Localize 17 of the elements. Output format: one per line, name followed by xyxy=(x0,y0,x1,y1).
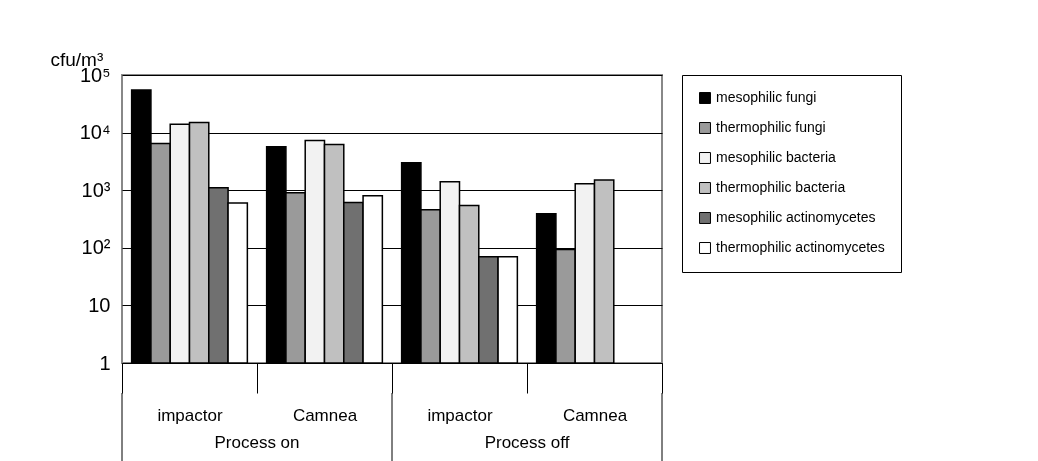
y-tick-label: 10³ xyxy=(81,178,111,201)
y-tick-label: 1 xyxy=(99,351,111,374)
legend-label: mesophilic bacteria xyxy=(716,149,837,165)
x-tick-label: impactor xyxy=(427,405,493,425)
legend-label: thermophilic fungi xyxy=(716,119,826,135)
legend-label: thermophilic bacteria xyxy=(716,179,846,195)
x-tick-label: impactor xyxy=(157,405,223,425)
x-tick-label: Camnea xyxy=(292,405,358,425)
legend-label: thermophilic actinomycetes xyxy=(716,239,885,255)
y-tick-label: 10² xyxy=(81,236,111,259)
legend-label: mesophilic actinomycetes xyxy=(716,209,876,225)
y-tick-label: 10 xyxy=(88,293,111,316)
text: Process off xyxy=(484,433,570,452)
text: Process on xyxy=(214,433,300,452)
y-tick-label: 10⁴ xyxy=(79,121,111,144)
x-tick-label: Camnea xyxy=(562,405,628,425)
legend-label: mesophilic fungi xyxy=(716,89,817,105)
